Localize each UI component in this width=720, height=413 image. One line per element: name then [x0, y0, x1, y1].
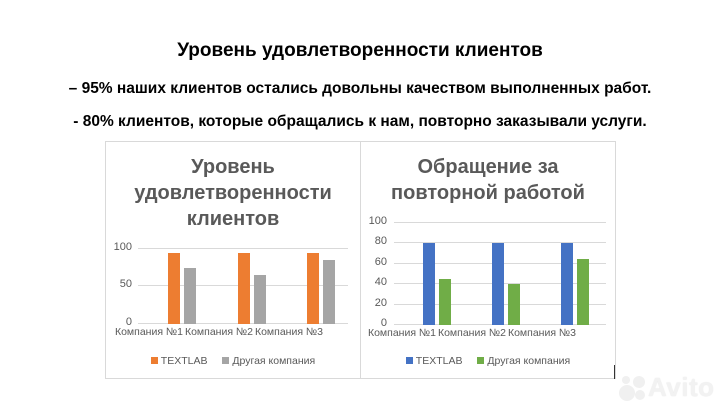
y-tick: 100 [113, 241, 132, 253]
legend-swatch-icon [222, 357, 230, 364]
y-tick: 50 [119, 278, 132, 290]
legend-item: TEXTLAB [150, 355, 208, 367]
legend-label: Другая компания [487, 355, 571, 367]
bar [423, 243, 435, 325]
gridline [394, 242, 606, 243]
plot-area [138, 248, 348, 324]
statement-satisfaction: – 95% наших клиентов остались довольны к… [68, 80, 652, 97]
x-label: Компания №3 [254, 326, 324, 338]
bar [439, 279, 451, 325]
bar [508, 284, 520, 325]
x-label: Компания №2 [184, 326, 254, 338]
x-label: Компания №2 [437, 327, 507, 339]
legend: TEXTLAB Другая компания [106, 355, 360, 367]
y-tick: 40 [374, 276, 387, 288]
bar [307, 252, 319, 324]
plot-area [394, 222, 606, 325]
y-tick: 0 [380, 317, 387, 329]
x-label: Компания №1 [114, 326, 184, 338]
y-tick: 100 [368, 215, 387, 227]
chart-title-line: Обращение за [417, 156, 559, 178]
legend-label: TEXTLAB [160, 355, 208, 367]
chart-title-line: клиентов [186, 208, 280, 230]
gridline [138, 248, 348, 249]
chart-title-line: повторной работой [391, 182, 585, 204]
bar [184, 267, 196, 324]
y-tick: 0 [125, 316, 132, 328]
page-title: Уровень удовлетворенности клиентов [177, 40, 543, 61]
legend: TEXTLAB Другая компания [361, 355, 615, 367]
chart-title: Уровень удовлетворенности клиентов [106, 154, 360, 232]
x-label: Компания №1 [367, 327, 437, 339]
text-cursor [614, 365, 615, 379]
legend-item: TEXTLAB [405, 355, 463, 367]
chart-title-line: Уровень [191, 156, 275, 178]
legend-swatch-icon [150, 357, 158, 364]
y-tick: 80 [374, 235, 387, 247]
chart-satisfaction: Уровень удовлетворенности клиентов 100 5… [105, 141, 361, 379]
x-label: Компания №3 [507, 327, 577, 339]
chart-repeat-orders: Обращение за повторной работой 100 80 60… [360, 141, 616, 379]
y-tick: 20 [374, 297, 387, 309]
legend-label: Другая компания [232, 355, 316, 367]
avito-logo-icon [619, 376, 645, 401]
chart-title: Обращение за повторной работой [361, 154, 615, 206]
bar [577, 258, 589, 325]
bar [323, 260, 335, 324]
legend-item: Другая компания [222, 355, 315, 367]
watermark: Avito [648, 372, 715, 402]
y-tick: 60 [374, 256, 387, 268]
legend-swatch-icon [477, 357, 485, 364]
legend-swatch-icon [405, 357, 413, 364]
bar [492, 243, 504, 325]
gridline [394, 222, 606, 223]
bar [254, 275, 266, 324]
chart-title-line: удовлетворенности [134, 182, 332, 204]
legend-label: TEXTLAB [415, 355, 463, 367]
statement-repeat-orders: - 80% клиентов, которые обращались к нам… [73, 113, 647, 130]
legend-item: Другая компания [477, 355, 570, 367]
bar [561, 243, 573, 325]
bar [238, 252, 250, 324]
bar [168, 252, 180, 324]
